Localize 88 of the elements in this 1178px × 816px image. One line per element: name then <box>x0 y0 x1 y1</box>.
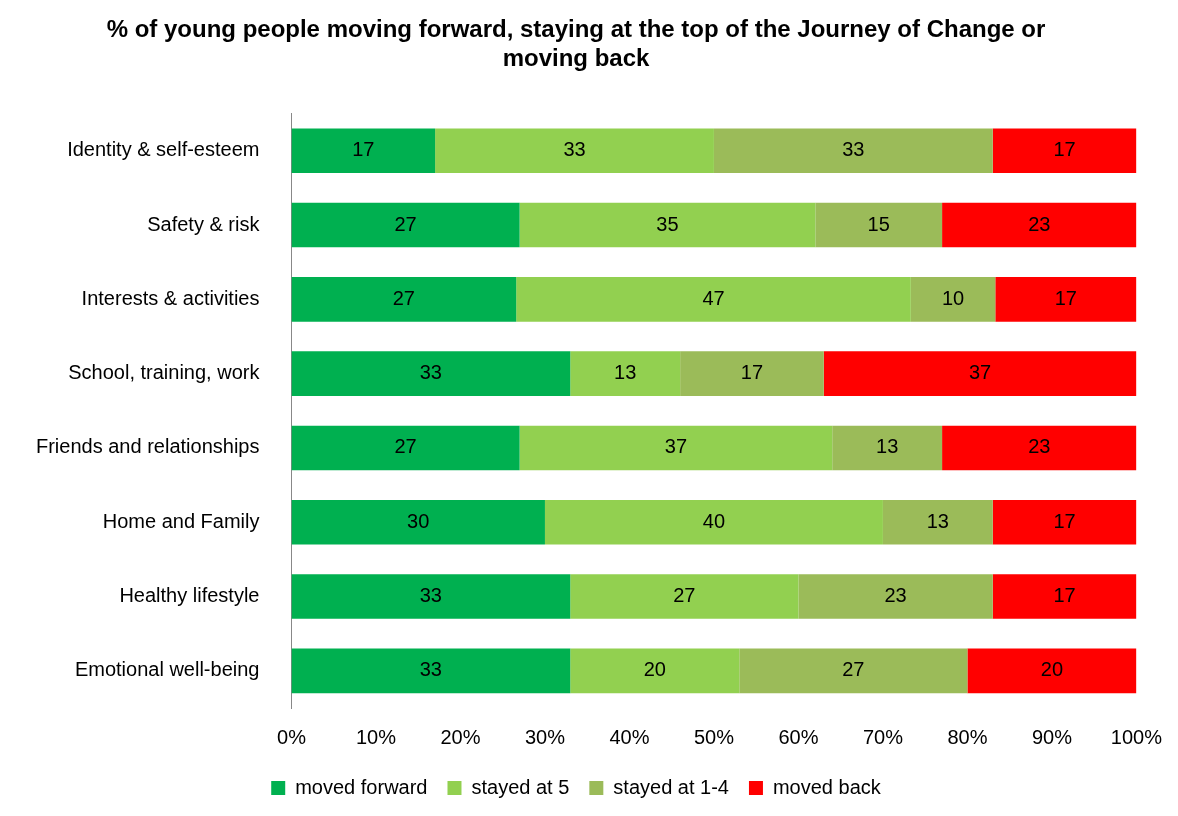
data-label: 33 <box>419 658 442 681</box>
x-tick-label: 10% <box>355 725 397 748</box>
data-label: 13 <box>876 435 899 458</box>
bar <box>519 202 816 248</box>
bar <box>992 574 1137 619</box>
bar <box>291 202 520 248</box>
chart-title: % of young people moving forward, staying at the top of the Journey of Change or moving back <box>106 15 1046 71</box>
data-label: 27 <box>394 212 417 235</box>
bar <box>570 648 740 694</box>
data-label: 20 <box>1040 658 1064 681</box>
data-label: 40 <box>702 509 726 532</box>
y-tick-label: Interests & activities <box>81 286 260 309</box>
data-label: 23 <box>884 584 907 607</box>
data-label: 33 <box>563 138 586 161</box>
bar <box>832 425 943 471</box>
bar <box>291 425 520 471</box>
data-label: 17 <box>1053 509 1076 532</box>
x-tick-label: 80% <box>947 725 988 748</box>
x-tick-label: 0% <box>277 725 307 748</box>
x-tick-label: 90% <box>1031 725 1073 748</box>
bar <box>713 128 993 174</box>
y-tick-label: Friends and relationships <box>35 435 260 458</box>
y-tick-label: Home and Family <box>102 509 260 532</box>
bar <box>739 648 968 694</box>
bar <box>995 277 1137 322</box>
data-label: 23 <box>1028 212 1051 235</box>
bar <box>291 499 545 545</box>
data-label: 15 <box>867 212 890 235</box>
data-label: 27 <box>673 584 696 607</box>
bar <box>435 128 714 174</box>
bar <box>570 351 681 396</box>
legend-label: stayed at 1-4 <box>613 775 729 798</box>
data-label: 23 <box>1028 435 1051 458</box>
data-label: 33 <box>842 138 865 161</box>
data-label: 35 <box>656 212 679 235</box>
data-label: 27 <box>394 435 417 458</box>
data-label: 17 <box>1054 286 1077 309</box>
data-label: 10 <box>941 286 965 309</box>
x-tick-label: 40% <box>609 725 650 748</box>
bar <box>942 202 1137 248</box>
data-label: 33 <box>419 584 442 607</box>
y-tick-label: School, training, work <box>68 361 261 384</box>
bar <box>815 202 943 248</box>
bar <box>967 648 1137 694</box>
data-label: 47 <box>702 286 725 309</box>
data-label: 30 <box>407 509 430 532</box>
bar <box>910 277 996 322</box>
bar <box>291 128 436 174</box>
data-label: 20 <box>643 658 666 681</box>
bar <box>291 574 571 619</box>
data-label: 17 <box>1053 138 1076 161</box>
data-label: 33 <box>419 361 442 384</box>
bar <box>291 648 571 694</box>
data-label: 13 <box>926 509 949 532</box>
bar <box>942 425 1137 471</box>
legend-label: stayed at 5 <box>471 775 570 798</box>
bar <box>291 277 517 322</box>
bar <box>570 574 799 619</box>
y-tick-label: Safety & risk <box>147 212 261 235</box>
bar <box>680 351 824 396</box>
bar <box>291 351 571 396</box>
x-tick-label: 100% <box>1110 725 1163 748</box>
data-label: 17 <box>352 138 375 161</box>
x-tick-label: 70% <box>862 725 904 748</box>
bar <box>992 128 1137 174</box>
data-label: 17 <box>740 361 764 384</box>
data-label: 27 <box>392 286 415 309</box>
bar <box>823 351 1137 396</box>
y-tick-label: Identity & self-esteem <box>67 138 260 161</box>
bar <box>882 499 993 545</box>
y-tick-label: Emotional well-being <box>74 658 260 681</box>
bar <box>516 277 911 322</box>
legend-label: moved back <box>772 775 882 798</box>
bar <box>992 499 1137 545</box>
data-label: 37 <box>968 361 992 384</box>
legend-label: moved forward <box>295 775 428 798</box>
data-label: 37 <box>664 435 688 458</box>
x-tick-label: 50% <box>693 725 735 748</box>
data-label: 13 <box>614 361 637 384</box>
x-tick-label: 60% <box>778 725 819 748</box>
data-label: 17 <box>1053 584 1076 607</box>
bar <box>544 499 883 545</box>
bar <box>798 574 993 619</box>
bar <box>519 425 833 471</box>
data-label: 27 <box>842 658 865 681</box>
x-tick-label: 30% <box>524 725 566 748</box>
x-tick-label: 20% <box>440 725 481 748</box>
y-tick-label: Healthy lifestyle <box>119 584 260 607</box>
